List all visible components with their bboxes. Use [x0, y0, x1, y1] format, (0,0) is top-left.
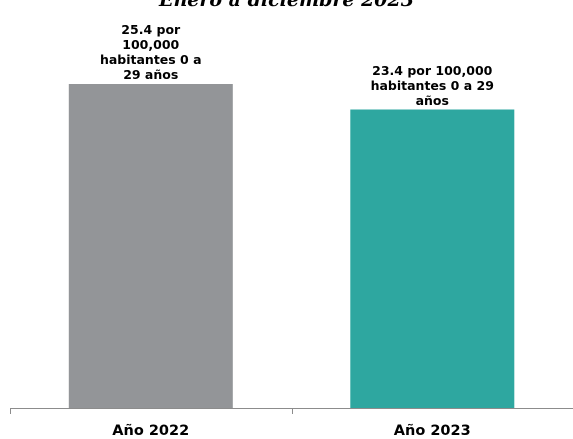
- data-label-1: 25.4 por 100,000 habitantes 0 a 29 años: [99, 22, 202, 82]
- data-label-2: 23.4 por 100,000 habitantes 0 a 29 años: [370, 62, 494, 108]
- bar-2: [350, 109, 515, 408]
- category-label-1: Año 2022: [112, 423, 190, 439]
- category-label-2: Año 2023: [393, 423, 471, 439]
- bar-1: [68, 84, 233, 408]
- chart-subtitle: Enero a diciembre 2023: [159, 0, 414, 11]
